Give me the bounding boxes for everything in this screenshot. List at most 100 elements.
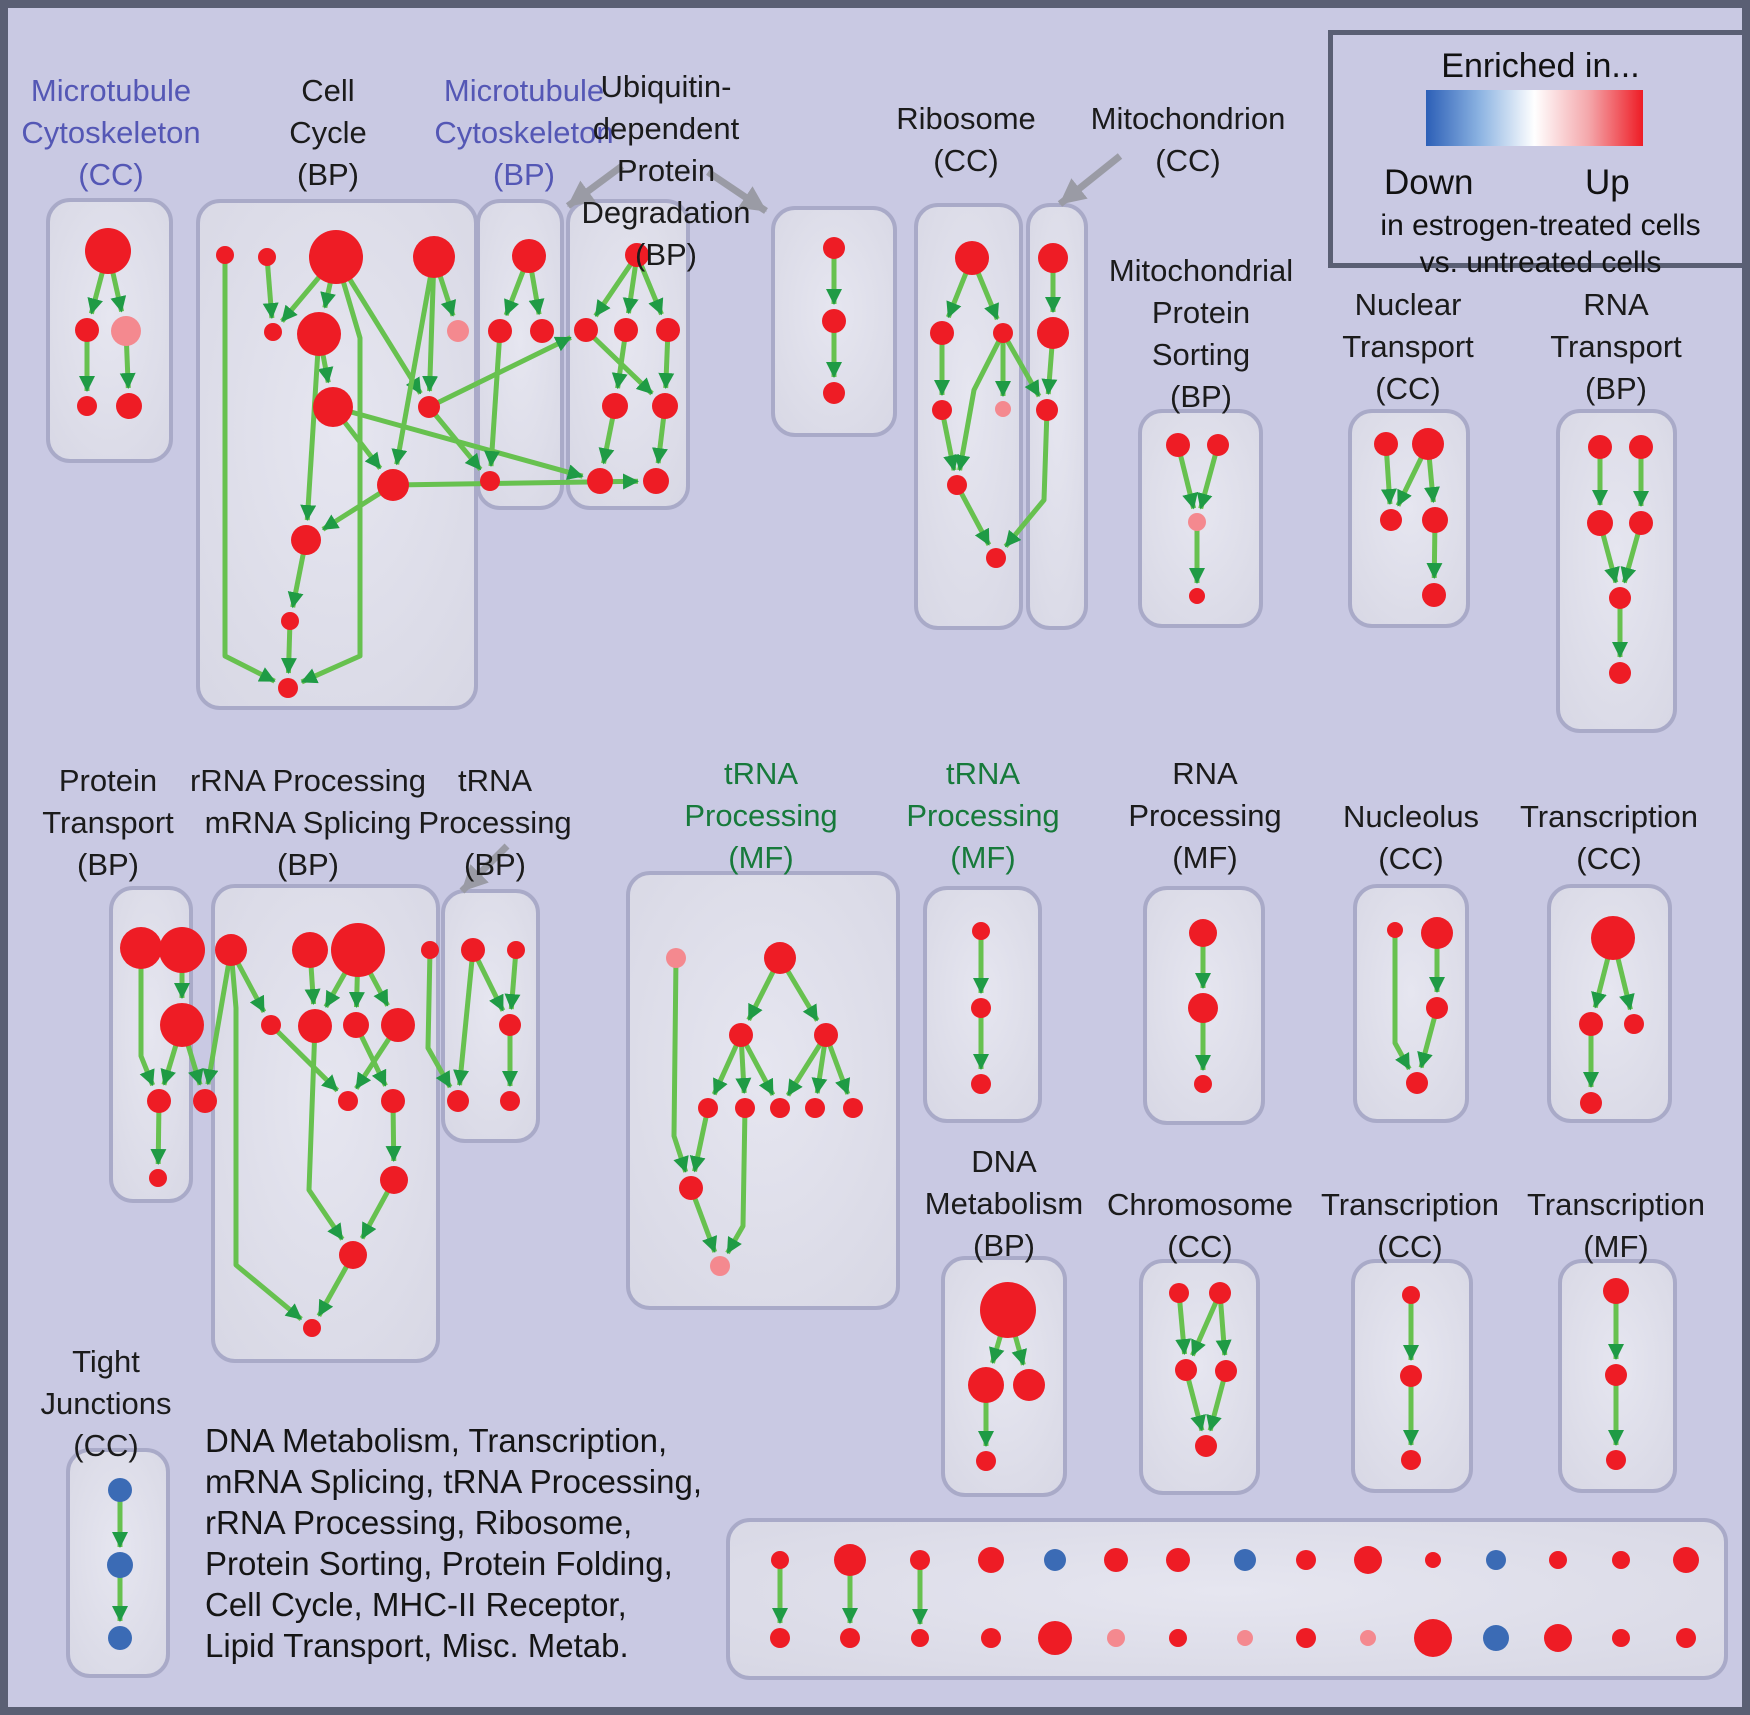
node-rrna-r3a <box>338 1091 358 1111</box>
cluster-box-ub4 <box>566 199 690 510</box>
node-mtcc-a <box>85 228 131 274</box>
node-txcc3-a <box>1402 1286 1420 1304</box>
arrow-to-ubiquitin-left-box <box>565 163 625 209</box>
node-cc-J <box>377 469 409 501</box>
edge <box>427 335 572 410</box>
cluster-label-mtcc: Microtubule Cytoskeleton (CC) <box>21 73 201 192</box>
strip-node-top-10 <box>1425 1552 1441 1568</box>
node-ribo-pk <box>995 401 1011 417</box>
node-mtcc-c <box>111 316 141 346</box>
cluster-box-mito <box>1026 203 1088 630</box>
cluster-label-ribo: Ribosome (CC) <box>896 101 1036 178</box>
node-txcc3-b <box>1400 1365 1422 1387</box>
node-trnabp-br <box>500 1091 520 1111</box>
node-rrna-t1 <box>215 934 247 966</box>
strip-node-top-8 <box>1296 1550 1316 1570</box>
node-rtrans-mid <box>1609 587 1631 609</box>
node-rrna-t2 <box>292 932 328 968</box>
node-ub4-r2a <box>574 318 598 342</box>
cluster-box-chrom <box>1139 1259 1260 1495</box>
strip-node-top-4 <box>1044 1549 1066 1571</box>
node-ribo-ml <box>930 321 954 345</box>
strip-node-top-1 <box>834 1544 866 1576</box>
strip-node-bottom-0 <box>770 1628 790 1648</box>
node-msort-mid <box>1188 513 1206 531</box>
node-chrom-tl <box>1169 1283 1189 1303</box>
edge <box>391 256 437 466</box>
edge <box>1003 409 1050 549</box>
node-ub4-top <box>625 243 649 267</box>
edge <box>222 255 276 684</box>
node-rrna-r2c <box>343 1012 369 1038</box>
cluster-label-dnam: DNA Metabolism (BP) <box>924 1144 1084 1263</box>
edge <box>954 483 992 546</box>
node-rtrans-ml <box>1587 510 1613 536</box>
edge <box>1175 1292 1192 1356</box>
strip-node-bottom-13 <box>1612 1629 1630 1647</box>
strip-node-bottom-9 <box>1360 1630 1376 1646</box>
edge <box>484 330 503 468</box>
node-txmf-a <box>1603 1278 1629 1304</box>
node-txcc3-c <box>1401 1450 1421 1470</box>
node-msort-bot <box>1189 588 1205 604</box>
strip-node-top-3 <box>978 1547 1004 1573</box>
strip-node-top-6 <box>1166 1548 1190 1572</box>
node-txmf-b <box>1605 1364 1627 1386</box>
edge <box>228 949 303 1321</box>
node-cc-E <box>447 320 469 342</box>
node-dnam-mr <box>1013 1369 1045 1401</box>
node-trnamf1-pktl <box>666 948 686 968</box>
node-trnamf1-top <box>764 942 796 974</box>
edge <box>939 409 959 472</box>
edge <box>425 949 453 1089</box>
node-rnamf-b <box>1188 993 1218 1023</box>
strip-node-top-12 <box>1549 1551 1567 1569</box>
strip-node-bottom-12 <box>1544 1624 1572 1652</box>
edge <box>1392 930 1412 1071</box>
strip-node-bottom-5 <box>1107 1629 1125 1647</box>
edge <box>1000 331 1042 398</box>
cluster-label-cc: Cell Cycle (BP) <box>289 73 367 192</box>
node-trnamf1-ml <box>729 1023 753 1047</box>
node-rrna-re <box>193 1089 217 1113</box>
node-rtrans-tr <box>1629 435 1653 459</box>
node-nucl-bot <box>1406 1072 1428 1094</box>
node-dnam-big <box>980 1282 1036 1338</box>
edge <box>593 253 640 318</box>
node-ptrans-n1 <box>120 927 162 969</box>
node-txcc2-bot <box>1580 1092 1602 1114</box>
node-mtbp-cr <box>530 319 554 343</box>
cluster-box-ntrans <box>1348 409 1470 628</box>
edge <box>306 1025 345 1241</box>
legend-gradient-bar <box>1426 90 1643 146</box>
edge <box>138 948 156 1087</box>
cluster-label-rnamf: RNA Processing (MF) <box>1128 756 1282 875</box>
node-mito-top <box>1038 243 1068 273</box>
node-dnam-bot <box>976 1451 996 1471</box>
node-txmf-c <box>1606 1450 1626 1470</box>
node-mito-mid <box>1037 317 1069 349</box>
nodes <box>75 228 1699 1657</box>
node-chrom-bot <box>1195 1435 1217 1457</box>
cluster-label-trnabp: tRNA Processing (BP) <box>418 763 572 882</box>
node-txcc2-ml <box>1579 1012 1603 1036</box>
arrow-to-trna-bp-box <box>459 843 510 894</box>
node-rrna-m1 <box>380 1166 408 1194</box>
edge <box>504 949 521 1011</box>
node-ribo-big <box>955 241 989 275</box>
strip-node-bottom-8 <box>1296 1628 1316 1648</box>
node-nucl-tr <box>1421 917 1453 949</box>
node-ubv-n3 <box>823 382 845 404</box>
node-trnabp-mr <box>499 1014 521 1036</box>
cluster-label-ntrans: Nuclear Transport (CC) <box>1342 287 1474 406</box>
node-trnamf2-a <box>972 922 990 940</box>
strip-node-bottom-2 <box>911 1629 929 1647</box>
node-msort-tr <box>1207 434 1229 456</box>
edge <box>422 256 439 393</box>
node-rnamf-c <box>1194 1075 1212 1093</box>
network-diagram <box>46 153 1728 1680</box>
node-ntrans-bot <box>1422 583 1446 607</box>
strip-node-top-13 <box>1612 1551 1630 1569</box>
cluster-box-mtbp <box>476 199 564 510</box>
cluster-label-mtbp: Microtubule Cytoskeleton (BP) <box>434 73 614 192</box>
